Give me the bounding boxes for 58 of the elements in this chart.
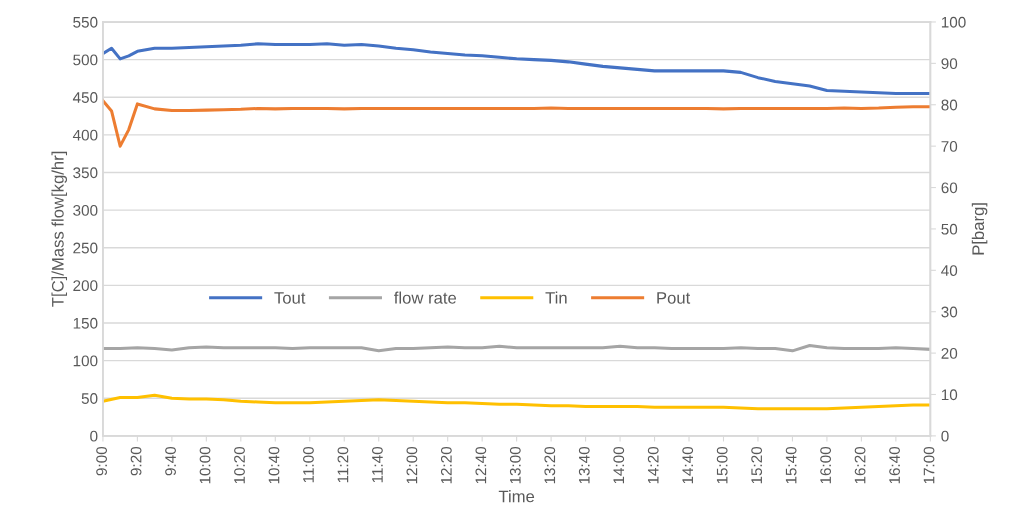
x-tick-label: 14:40 (682, 446, 694, 484)
x-tick-label: 15:00 (716, 446, 728, 484)
y-tick-label: 250 (73, 242, 98, 254)
x-tick-label: 11:40 (372, 446, 383, 483)
y-tick-label: 300 (73, 204, 98, 216)
y-tick-label: 200 (73, 280, 98, 292)
x-tick-label: 9:40 (165, 446, 176, 476)
y2-tick-label: 60 (941, 182, 958, 194)
y-tick-label: 50 (81, 393, 98, 404)
legend-label: flow rate (394, 291, 457, 304)
y2-tick-label: 80 (941, 99, 958, 111)
x-tick-label: 11:00 (303, 446, 314, 483)
y-tick-label: 400 (72, 129, 98, 141)
y-tick-label: 0 (90, 430, 98, 442)
x-tick-label: 9:20 (130, 446, 142, 476)
y-tick-label: 550 (73, 16, 98, 28)
x-tick-label: 14:00 (613, 446, 625, 484)
line-series (102, 99, 931, 148)
x-tick-label: 15:20 (751, 446, 763, 484)
legend-label: Tin (545, 291, 567, 304)
y2-tick-label: 70 (941, 141, 958, 152)
x-tick-label: 13:00 (509, 446, 521, 484)
x-tick-label: 12:40 (475, 446, 487, 484)
y2-tick-label: 50 (941, 223, 958, 235)
line-series (102, 42, 931, 95)
y2-tick-label: 20 (941, 347, 958, 359)
y-tick-label: 500 (73, 54, 98, 66)
x-tick-label: 17:00 (923, 446, 935, 484)
x-tick-label: 14:20 (647, 446, 659, 484)
legend-label: Pout (657, 292, 691, 304)
x-tick-label: 13:20 (544, 446, 556, 484)
y-tick-label: 350 (73, 167, 98, 179)
y-tick-label: 450 (72, 92, 98, 103)
y-tick-label: 150 (73, 317, 98, 329)
x-tick-label: 13:40 (578, 446, 590, 484)
x-tick-label: 10:40 (268, 446, 280, 484)
y-axis-title: T[C]/Mass flow[kg/hr] (51, 151, 68, 307)
y-tick-label: 100 (73, 355, 98, 367)
x-tick-label: 12:00 (406, 446, 418, 484)
x-tick-label: 10:00 (199, 446, 211, 484)
y2-tick-label: 90 (941, 58, 958, 70)
y2-tick-label: 30 (941, 306, 958, 318)
y2-axis-title: P[barg] (971, 203, 988, 255)
x-tick-label: 15:40 (785, 446, 797, 484)
line-series (102, 393, 931, 411)
x-tick-label: 11:20 (337, 446, 349, 483)
y2-tick-label: 10 (941, 389, 958, 401)
x-tick-label: 16:20 (854, 446, 866, 484)
x-tick-label: 10:20 (234, 446, 245, 484)
x-tick-label: 16:00 (820, 446, 832, 484)
x-tick-label: 12:20 (440, 446, 452, 484)
x-tick-label: 16:40 (889, 446, 900, 484)
x-tick-label: 9:00 (96, 446, 108, 476)
x-axis-title: Time (498, 490, 535, 503)
y2-tick-label: 40 (941, 265, 958, 277)
y2-tick-label: 100 (941, 16, 966, 28)
y2-tick-label: 0 (941, 430, 949, 442)
legend-label: Tout (274, 292, 306, 304)
